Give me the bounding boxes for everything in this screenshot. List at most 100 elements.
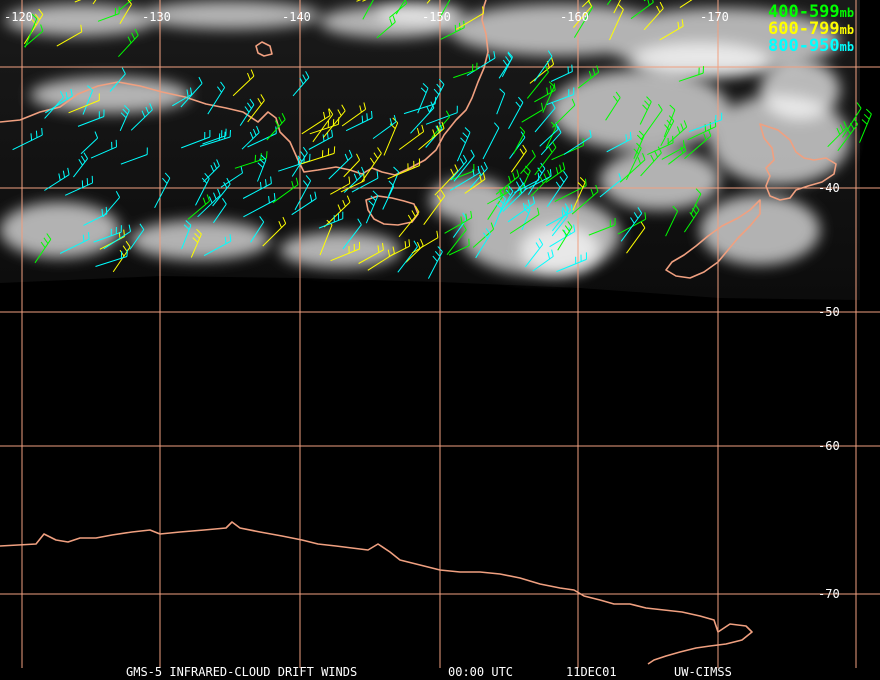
wind-barb — [423, 189, 446, 225]
lon-label-170: -170 — [700, 10, 729, 24]
wind-barb — [343, 166, 365, 193]
wind-barb — [626, 221, 646, 254]
wind-barb — [301, 146, 336, 165]
wind-barb — [524, 238, 544, 268]
wind-barb — [323, 195, 351, 228]
wind-barb — [361, 147, 382, 183]
legend-unit: mb — [840, 23, 854, 37]
wind-barb — [358, 242, 384, 264]
wind-barb — [526, 65, 549, 99]
wind-barb — [397, 240, 418, 273]
wind-barb — [351, 171, 379, 193]
wind-barb — [551, 210, 568, 237]
wind-barb — [345, 110, 373, 132]
wind-barb — [312, 108, 334, 143]
wind-barb — [448, 238, 470, 256]
wind-barb — [207, 81, 226, 115]
wind-barb — [387, 166, 400, 197]
legend-range: 600-799 — [768, 19, 840, 39]
wind-barb — [203, 159, 220, 183]
wind-barb — [842, 102, 862, 138]
wind-barb — [665, 205, 679, 237]
lat-label-40: -40 — [818, 181, 840, 195]
wind-barb — [690, 188, 702, 215]
wind-barb — [513, 126, 526, 155]
wind-barb — [487, 184, 510, 205]
wind-barb — [330, 176, 351, 195]
wind-barb — [534, 83, 556, 103]
wind-barb — [330, 241, 361, 262]
wind-barb — [502, 182, 527, 212]
wind-barb — [202, 128, 227, 145]
wind-barb — [581, 0, 591, 8]
wind-barb — [119, 105, 130, 132]
wind-barb — [341, 102, 367, 127]
legend-entry-600-799: 600-799mb — [768, 19, 854, 39]
australia-coastline — [0, 0, 489, 176]
wind-barb — [129, 223, 145, 250]
wind-barb — [241, 125, 260, 150]
wind-barb — [266, 112, 286, 141]
wind-barb — [827, 121, 848, 148]
caption-bar: GMS-5 INFRARED-CLOUD DRIFT WINDS 00:00 U… — [126, 665, 732, 679]
wind-barb — [507, 196, 536, 223]
wind-barb — [619, 153, 646, 183]
wind-barb — [292, 71, 310, 97]
tasmania-coastline — [365, 195, 419, 226]
wind-barb — [187, 194, 210, 220]
longitude-labels: -120 -130 -140 -150 -160 -170 — [4, 10, 729, 24]
wind-barb — [533, 50, 553, 82]
wind-barb — [444, 210, 473, 234]
wind-barb — [453, 62, 478, 79]
legend-unit: mb — [840, 6, 854, 20]
wind-barb — [80, 131, 99, 155]
wind-barb — [365, 190, 379, 224]
wind-barb — [82, 85, 94, 115]
wind-barb — [534, 101, 556, 133]
wind-barb — [453, 149, 475, 182]
legend-unit: mb — [840, 40, 854, 54]
wind-barb — [59, 232, 90, 254]
lat-label-50: -50 — [818, 305, 840, 319]
legend-range: 400-599 — [768, 2, 840, 22]
wind-barb — [495, 169, 520, 195]
wind-barb — [475, 228, 491, 259]
wind-barb — [641, 103, 663, 140]
wind-barb — [859, 108, 872, 143]
wind-barb — [554, 178, 587, 203]
wind-barb — [395, 0, 406, 15]
wind-barb — [64, 175, 93, 196]
wind-barb — [514, 172, 540, 194]
wind-barb — [573, 0, 593, 28]
wind-barb — [154, 172, 171, 209]
wind-barb — [534, 141, 557, 176]
lon-label-130: -130 — [142, 10, 171, 24]
wind-barb — [620, 207, 643, 242]
wind-barb — [688, 112, 723, 133]
lat-label-70: -70 — [818, 587, 840, 601]
wind-barb — [376, 15, 396, 39]
wind-barb — [197, 188, 221, 218]
wind-barb — [572, 177, 586, 211]
wind-barb — [452, 163, 475, 180]
wind-barb — [456, 127, 471, 162]
wind-barb — [239, 98, 255, 126]
wind-barb — [678, 66, 704, 82]
wind-barb — [12, 128, 43, 151]
wind-barb — [545, 87, 575, 106]
small-island-coastline — [255, 41, 273, 57]
lon-label-140: -140 — [282, 10, 311, 24]
wind-barb — [552, 98, 576, 128]
wind-barb — [613, 0, 621, 14]
wind-barb — [639, 96, 652, 125]
wind-barb — [466, 51, 496, 76]
wind-barb — [398, 205, 420, 238]
wind-barb — [24, 24, 44, 48]
wind-barb — [243, 193, 276, 218]
wind-barb — [199, 129, 231, 147]
wind-barb — [130, 103, 153, 131]
wind-barb — [521, 102, 544, 123]
wind-barb — [44, 167, 70, 191]
